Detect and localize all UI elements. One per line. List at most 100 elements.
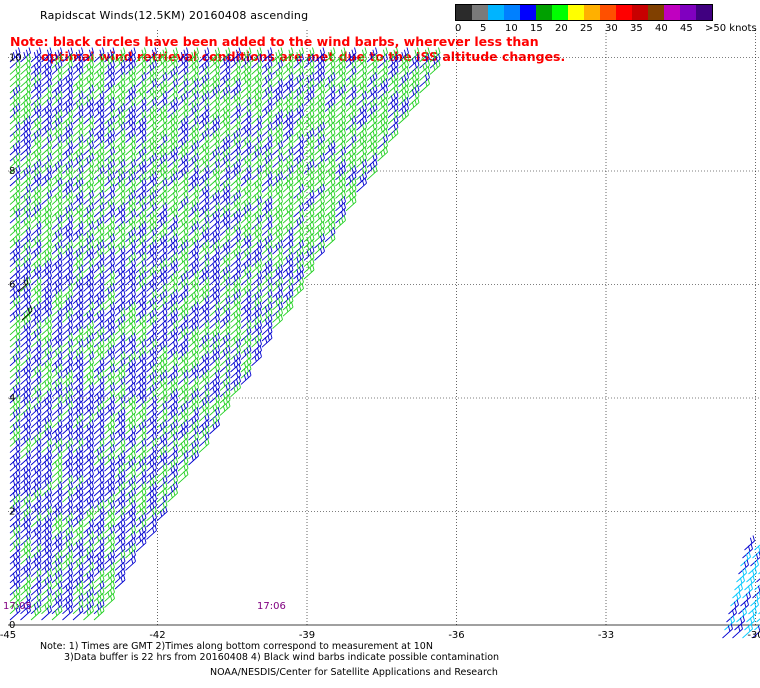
wind-barb [324, 214, 336, 230]
wind-barb [30, 189, 42, 205]
wind-barb [114, 468, 126, 484]
wind-barb [209, 78, 220, 94]
wind-barb [293, 115, 304, 131]
legend-label: 0 [455, 23, 462, 34]
wind-barb [156, 127, 168, 143]
wind-barb [9, 251, 21, 267]
wind-barb [51, 549, 63, 565]
wind-barb [104, 481, 115, 497]
wind-barb [156, 357, 168, 373]
x-tick-label: -45 [0, 630, 16, 641]
wind-barb [282, 115, 294, 131]
wind-barb [135, 264, 147, 280]
wind-barb [83, 59, 94, 75]
wind-barb [219, 109, 231, 125]
wind-barb [188, 134, 199, 150]
wind-barb [740, 591, 751, 607]
wind-barb [9, 394, 21, 410]
wind-barb [125, 450, 136, 466]
wind-barb [30, 245, 42, 261]
wind-barb [93, 549, 105, 565]
wind-barb [125, 171, 136, 187]
wind-barb [177, 363, 189, 379]
wind-barb [72, 456, 84, 472]
wind-barb [93, 605, 105, 621]
wind-barb [104, 78, 115, 94]
wind-barb [272, 239, 283, 255]
wind-barb [230, 90, 241, 106]
wind-barb [104, 134, 115, 150]
wind-barb [261, 313, 273, 329]
wind-barb [209, 84, 220, 100]
wind-barb [282, 177, 294, 193]
wind-barb [177, 419, 189, 435]
wind-barb [30, 382, 42, 398]
wind-barb [303, 84, 315, 100]
wind-barb [261, 84, 273, 100]
wind-barb [41, 375, 52, 391]
wind-barb [387, 47, 399, 63]
wind-barb [167, 115, 178, 131]
wind-barb [366, 47, 378, 63]
wind-barb [62, 245, 73, 261]
wind-barb [41, 574, 52, 590]
wind-barb [9, 202, 21, 218]
footer-credit: NOAA/NESDIS/Center for Satellite Applica… [210, 667, 498, 678]
wind-barb [209, 326, 220, 342]
wind-barb [146, 357, 157, 373]
wind-barb [219, 146, 231, 162]
wind-barb [335, 59, 346, 75]
wind-barb [93, 344, 105, 360]
wind-barb [209, 419, 220, 435]
wind-barb [293, 72, 304, 88]
wind-barb [177, 307, 189, 323]
wind-barb [156, 264, 168, 280]
wind-barb [30, 127, 42, 143]
wind-barb [20, 382, 31, 398]
wind-barb [135, 351, 147, 367]
wind-barb [345, 53, 357, 69]
legend-label: 30 [605, 23, 618, 34]
wind-barb [198, 239, 210, 255]
wind-barb [356, 171, 367, 187]
wind-barb [167, 233, 178, 249]
wind-barb [146, 456, 157, 472]
wind-barb [51, 239, 63, 255]
wind-barb [114, 363, 126, 379]
map-title: Rapidscat Winds(12.5KM) 20160408 ascendi… [40, 9, 309, 22]
wind-barb [114, 90, 126, 106]
wind-barb [20, 270, 31, 286]
wind-barb [282, 96, 294, 112]
wind-barb [728, 599, 739, 615]
wind-barb [72, 245, 84, 261]
wind-barb [293, 270, 304, 286]
wind-barb [51, 555, 63, 571]
wind-barb [9, 127, 21, 143]
wind-barb [104, 518, 115, 534]
wind-barb [272, 115, 283, 131]
wind-barb [742, 543, 753, 559]
wind-barb [429, 47, 441, 63]
wind-barb [303, 90, 315, 106]
wind-barb [83, 493, 94, 509]
wind-barb [408, 78, 420, 94]
wind-barb [125, 357, 136, 373]
wind-barb [30, 196, 42, 212]
wind-barb [135, 344, 147, 360]
wind-barb [177, 239, 189, 255]
wind-barb [20, 605, 31, 621]
wind-barb [177, 425, 189, 441]
wind-barb [93, 220, 105, 236]
wind-barb [188, 344, 199, 360]
wind-barb [83, 134, 94, 150]
wind-barb [188, 72, 199, 88]
wind-barb [146, 493, 157, 509]
wind-barb [230, 196, 241, 212]
wind-barb [125, 456, 136, 472]
wind-barb [72, 605, 84, 621]
wind-barb [62, 549, 73, 565]
legend-labels: 0 5 10 15 20 25 30 35 40 45 >50 knots [455, 21, 757, 35]
wind-barb [72, 394, 84, 410]
wind-barb [146, 140, 157, 156]
wind-barb [177, 134, 189, 150]
